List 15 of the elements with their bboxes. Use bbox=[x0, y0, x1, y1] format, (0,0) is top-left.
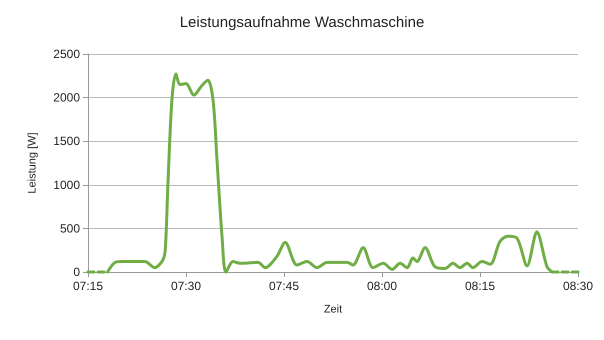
x-tick-label: 08:15 bbox=[464, 279, 496, 293]
y-tick-label: 1500 bbox=[53, 134, 80, 148]
y-tick-label: 0 bbox=[73, 265, 80, 279]
x-tick-label: 08:30 bbox=[562, 279, 594, 293]
x-tick-label: 07:45 bbox=[268, 279, 300, 293]
x-tick-label: 07:15 bbox=[72, 279, 104, 293]
x-tick-label: 07:30 bbox=[170, 279, 202, 293]
x-tick-label: 08:00 bbox=[366, 279, 398, 293]
chart-title: Leistungsaufnahme Waschmaschine bbox=[180, 14, 424, 31]
x-axis-title: Zeit bbox=[324, 304, 342, 316]
y-tick-label: 500 bbox=[60, 221, 80, 236]
y-tick-label: 2500 bbox=[53, 47, 80, 61]
y-axis-title: Leistung [W] bbox=[26, 132, 38, 194]
y-tick-label: 2000 bbox=[53, 90, 80, 105]
y-tick-label: 1000 bbox=[53, 178, 80, 192]
